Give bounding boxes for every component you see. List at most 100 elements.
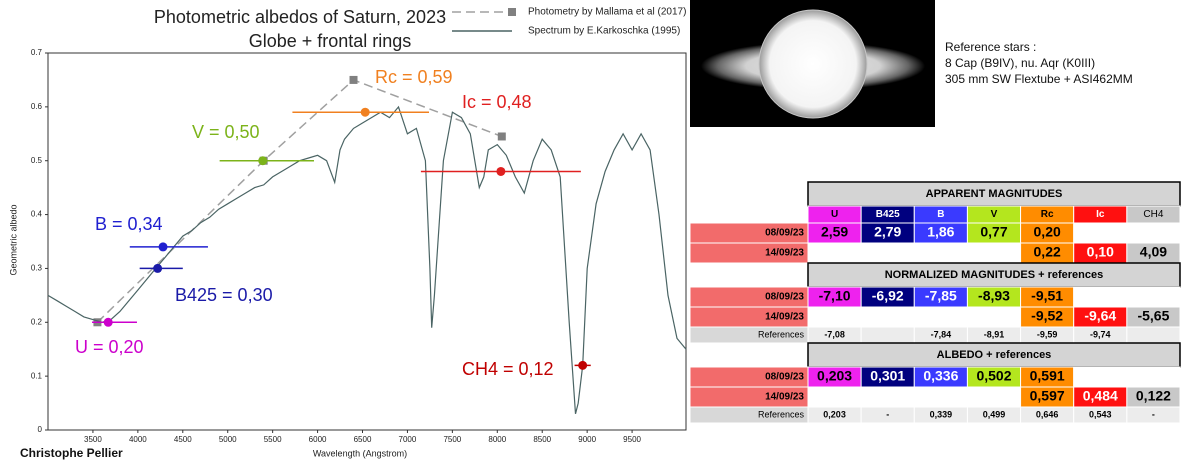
y-tick-label: 0 bbox=[38, 425, 43, 434]
table-cell-text: -9,74 bbox=[1090, 329, 1111, 339]
filter-point bbox=[496, 166, 506, 176]
table-cell bbox=[860, 386, 915, 408]
table-cell-text: 0,20 bbox=[1034, 224, 1061, 240]
filter-point bbox=[103, 317, 113, 327]
table-cell bbox=[860, 306, 915, 328]
table-cell-text: 0,502 bbox=[976, 368, 1011, 384]
table-cell bbox=[1126, 222, 1181, 244]
table-cell-text: 0,77 bbox=[980, 224, 1007, 240]
saturn-image bbox=[690, 0, 935, 127]
x-tick-label: 9500 bbox=[623, 435, 641, 444]
table-cell bbox=[913, 242, 968, 264]
table-cell-text: 0,301 bbox=[870, 368, 905, 384]
table-cell-text: 0,597 bbox=[1030, 388, 1065, 404]
table-cell-text: 0,203 bbox=[823, 409, 846, 419]
table-cell-text: CH4 bbox=[1143, 209, 1163, 220]
table-cell bbox=[860, 242, 915, 264]
table-cell-text: 08/09/23 bbox=[765, 372, 804, 383]
y-tick-label: 0.1 bbox=[31, 371, 43, 380]
y-tick-label: 0.7 bbox=[31, 48, 43, 57]
series-line bbox=[96, 79, 503, 323]
table-cell-text: 2,59 bbox=[821, 224, 848, 240]
filter-label: B425 = 0,30 bbox=[175, 285, 273, 305]
table-cell-text: -5,65 bbox=[1137, 308, 1169, 324]
filter-label: V = 0,50 bbox=[192, 122, 260, 142]
table-cell-text: -9,52 bbox=[1031, 308, 1063, 324]
table-cell-text: 14/09/23 bbox=[765, 248, 804, 259]
section-header bbox=[807, 181, 1181, 207]
x-tick-label: 4500 bbox=[174, 435, 192, 444]
table-cell-text: Rc bbox=[1041, 209, 1054, 220]
table-cell-text: 14/09/23 bbox=[765, 392, 804, 403]
table-cell-text: -9,59 bbox=[1037, 329, 1058, 339]
x-tick-label: 4000 bbox=[129, 435, 147, 444]
table-cell bbox=[807, 242, 862, 264]
table-cell bbox=[966, 386, 1022, 408]
x-tick-label: 9000 bbox=[578, 435, 596, 444]
table-cell bbox=[1126, 326, 1181, 344]
series-line bbox=[47, 105, 687, 414]
table-cell-text: 0,22 bbox=[1034, 244, 1061, 260]
table-cell-text: 0,591 bbox=[1030, 368, 1065, 384]
x-tick-label: 7000 bbox=[399, 435, 417, 444]
table-cell bbox=[807, 386, 862, 408]
table-cell bbox=[1073, 286, 1128, 308]
table-cell-text: B bbox=[937, 209, 944, 220]
y-tick-label: 0.5 bbox=[31, 156, 43, 165]
table-cell-text: 14/09/23 bbox=[765, 312, 804, 323]
table-cell-text: 0,543 bbox=[1089, 409, 1112, 419]
table-cell-text: 0,203 bbox=[817, 368, 852, 384]
table-cell-text: 0,10 bbox=[1087, 244, 1114, 260]
table-cell-text: -7,84 bbox=[931, 329, 952, 339]
table-cell bbox=[913, 386, 968, 408]
filter-label: CH4 = 0,12 bbox=[462, 359, 554, 379]
table-cell-text: 08/09/23 bbox=[765, 292, 804, 303]
y-axis-label: Geometric albedo bbox=[8, 204, 18, 275]
table-cell-text: 4,09 bbox=[1140, 244, 1167, 260]
table-cell bbox=[1126, 286, 1181, 308]
table-cell-text: References bbox=[758, 329, 805, 339]
filter-point bbox=[258, 156, 268, 166]
legend-label: Photometry by Mallama et al (2017) bbox=[528, 7, 686, 18]
table-cell-text: 0,646 bbox=[1036, 409, 1059, 419]
table-cell-text: APPARENT MAGNITUDES bbox=[926, 188, 1063, 200]
table-cell-text: 0,484 bbox=[1083, 388, 1118, 404]
x-tick-label: 5000 bbox=[219, 435, 237, 444]
table-cell-text: ALBEDO + references bbox=[937, 349, 1052, 361]
table-cell-text: - bbox=[1152, 409, 1155, 419]
table-cell bbox=[1073, 366, 1128, 388]
y-tick-label: 0.4 bbox=[31, 210, 43, 219]
table-cell-text: -6,92 bbox=[872, 288, 904, 304]
y-tick-label: 0.2 bbox=[31, 317, 43, 326]
note-line: 8 Cap (B9IV), nu. Aqr (K0III) bbox=[945, 56, 1095, 70]
note-line: Reference stars : bbox=[945, 40, 1036, 54]
filter-label: B = 0,34 bbox=[95, 214, 163, 234]
photometry-marker bbox=[497, 132, 506, 141]
x-tick-label: 6500 bbox=[354, 435, 372, 444]
table-cell-text: B425 bbox=[876, 209, 900, 220]
table-cell-text: - bbox=[886, 409, 889, 419]
credit: Christophe Pellier bbox=[20, 446, 123, 460]
filter-label: Ic = 0,48 bbox=[462, 92, 532, 112]
chart-title: Photometric albedos of Saturn, 2023 bbox=[154, 7, 446, 27]
table-cell-text: U bbox=[831, 209, 838, 220]
table-cell bbox=[1126, 406, 1181, 424]
table-cell-text: -7,10 bbox=[819, 288, 851, 304]
table-cell bbox=[913, 306, 968, 328]
table-cell-text: 0,122 bbox=[1136, 388, 1171, 404]
table-cell-text: 1,86 bbox=[927, 224, 954, 240]
chart-subtitle: Globe + frontal rings bbox=[249, 31, 412, 51]
table-cell-text: 2,79 bbox=[874, 224, 901, 240]
filter-point bbox=[578, 360, 588, 370]
table-cell-text: -7,85 bbox=[925, 288, 957, 304]
table-cell-text: V bbox=[991, 209, 998, 220]
x-tick-label: 5500 bbox=[264, 435, 282, 444]
table-cell-text: References bbox=[758, 409, 805, 419]
x-tick-label: 6000 bbox=[309, 435, 327, 444]
y-tick-label: 0.3 bbox=[31, 264, 43, 273]
table-cell bbox=[1073, 222, 1128, 244]
filter-point bbox=[158, 242, 168, 252]
filter-label: Rc = 0,59 bbox=[375, 67, 453, 87]
